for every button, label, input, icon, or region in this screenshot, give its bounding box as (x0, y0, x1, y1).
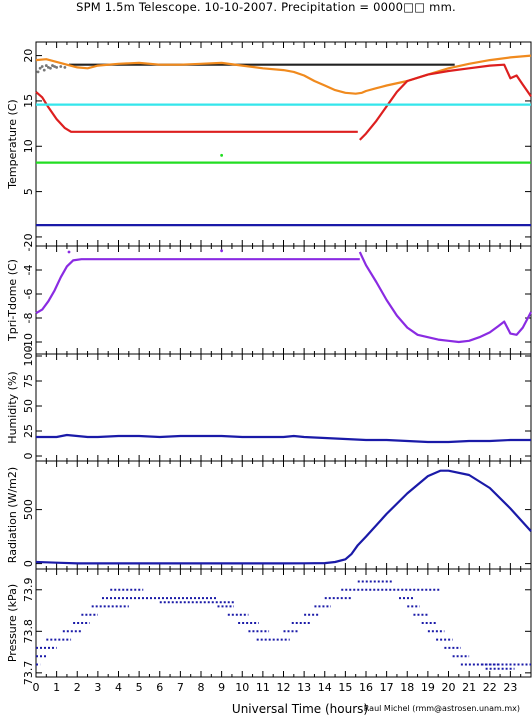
x-tick-label: 1 (53, 681, 60, 694)
x-axis-label: Universal Time (hours) (231, 702, 369, 716)
y-tick-label: 10 (22, 139, 35, 153)
series-line (358, 251, 532, 344)
y-tick-label: -6 (22, 289, 35, 300)
y-tick-label: 73.8 (22, 619, 35, 644)
series-line (35, 469, 532, 565)
x-tick-label: 15 (338, 681, 352, 694)
x-tick-label: 13 (297, 681, 311, 694)
data-point (49, 66, 52, 70)
x-tick-label: 3 (94, 681, 101, 694)
data-point (36, 70, 40, 74)
author-credit: Raul Michel (rmm@astrosen.unam.mx) (363, 704, 520, 713)
x-tick-label: 2 (74, 681, 81, 694)
y-tick-label: 500 (22, 499, 35, 520)
y-tick-label: 15 (22, 94, 35, 108)
x-tick-label: 12 (277, 681, 291, 694)
series-line (36, 433, 531, 444)
panel-frame (35, 568, 532, 678)
data-point (59, 65, 63, 68)
y-tick-label: 75 (22, 374, 35, 388)
y-axis-label: Temperature (C) (6, 99, 19, 189)
y-tick-label: -10 (22, 333, 35, 351)
panel-frame (35, 353, 532, 462)
data-point (40, 65, 44, 68)
x-tick-label: 22 (483, 681, 497, 694)
y-tick-label: 25 (22, 424, 35, 438)
y-axis-label: Humidity (%) (6, 371, 19, 443)
series-line (35, 258, 360, 315)
y-axis-label: Pressure (kPa) (6, 584, 19, 662)
y-tick-label: 73.7 (22, 661, 35, 686)
y-tick-label: 5 (22, 188, 35, 195)
x-tick-label: 8 (198, 681, 205, 694)
x-tick-label: 21 (462, 681, 476, 694)
data-point (55, 65, 59, 69)
x-tick-label: 11 (256, 681, 270, 694)
y-axis-label: Radiation (W/m2) (6, 467, 19, 563)
x-tick-label: 16 (359, 681, 373, 694)
y-tick-label: 0 (22, 560, 35, 567)
x-tick-label: 6 (156, 681, 163, 694)
data-point (63, 65, 67, 69)
y-tick-label: -2 (22, 241, 35, 252)
x-tick-label: 14 (318, 681, 332, 694)
y-tick-label: -4 (22, 265, 35, 276)
x-tick-label: 7 (177, 681, 184, 694)
panel-frame (35, 245, 532, 355)
data-point (220, 249, 224, 253)
x-tick-label: 18 (400, 681, 414, 694)
panel-frame (35, 460, 532, 570)
x-tick-label: 4 (115, 681, 122, 694)
data-point (67, 250, 71, 254)
y-tick-label: 73.9 (22, 578, 35, 603)
x-tick-label: 20 (442, 681, 456, 694)
data-point (38, 66, 42, 70)
x-tick-label: 23 (503, 681, 517, 694)
series-line (359, 63, 532, 141)
y-axis-label: Tpri-Tdome (C) (6, 259, 19, 342)
data-point (42, 68, 46, 72)
y-tick-label: 50 (22, 399, 35, 413)
y-tick-label: 0 (22, 453, 35, 460)
x-tick-label: 5 (136, 681, 143, 694)
x-tick-label: 10 (235, 681, 249, 694)
chart-title: SPM 1.5m Telescope. 10-10-2007. Precipit… (76, 0, 456, 14)
y-tick-label: 100 (22, 346, 35, 367)
data-point (44, 64, 48, 67)
x-tick-label: 17 (380, 681, 394, 694)
y-tick-label: -8 (22, 313, 35, 324)
x-tick-label: 0 (33, 681, 40, 694)
x-tick-label: 19 (421, 681, 435, 694)
panel-frame (35, 41, 532, 247)
y-tick-label: 0 (22, 233, 35, 240)
series-line (35, 54, 532, 95)
series-line (35, 91, 358, 133)
x-tick-label: 9 (218, 681, 225, 694)
y-tick-label: 20 (22, 49, 35, 63)
data-point (220, 153, 224, 157)
